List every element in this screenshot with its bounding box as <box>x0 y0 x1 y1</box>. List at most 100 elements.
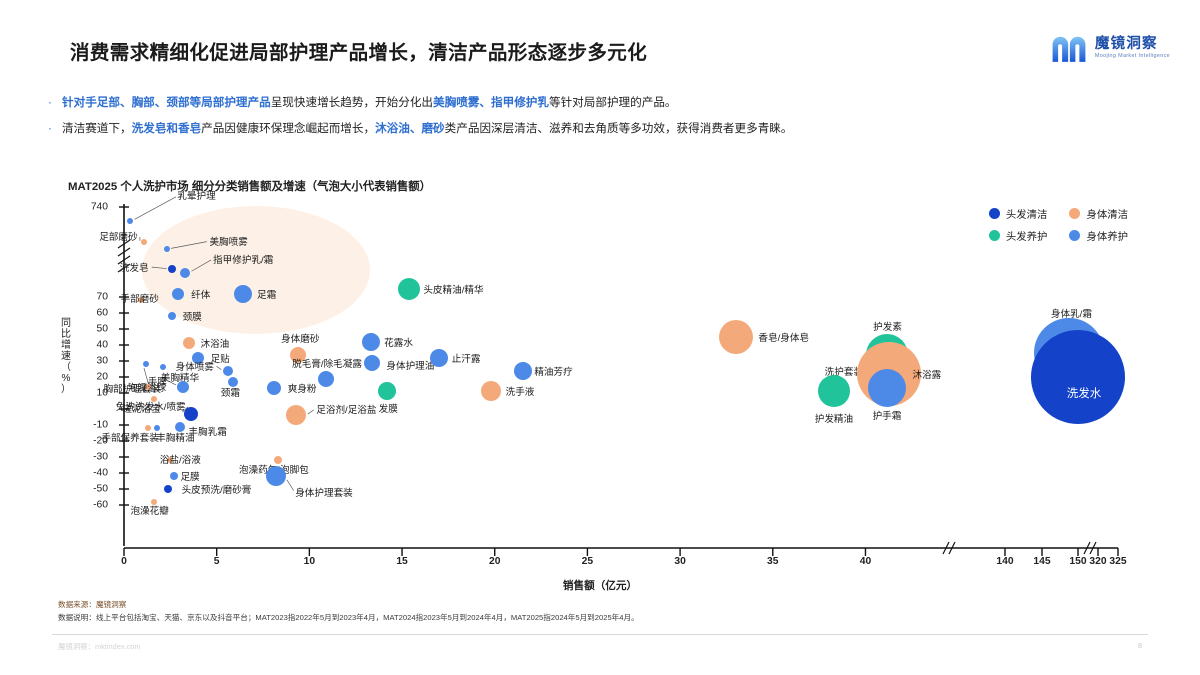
bubble-label: 足膜 <box>180 472 200 484</box>
x-axis-tick: 325 <box>1109 556 1127 567</box>
bubble-label: 手部保养套装 <box>101 433 159 445</box>
bubble-point[interactable] <box>164 485 173 493</box>
bubble-label: 足贴 <box>210 353 230 365</box>
bubble-point[interactable] <box>378 382 397 401</box>
bubble-point[interactable] <box>817 375 850 408</box>
bubble-point[interactable] <box>163 245 170 252</box>
y-axis-label: 同比增速（%） <box>61 318 71 395</box>
bubble-point[interactable] <box>168 312 177 321</box>
bubble-point[interactable] <box>318 370 335 387</box>
bubble-point[interactable] <box>180 267 191 278</box>
bubble-point[interactable] <box>286 405 307 426</box>
bubble-point[interactable] <box>141 238 148 245</box>
bubble-label: 洗发水 <box>1066 388 1102 400</box>
y-axis-tick: 740 <box>90 201 108 213</box>
bubble-label: 搓泥浴宝 <box>122 404 161 416</box>
bubble-label: 浴盐/浴液 <box>159 455 201 467</box>
x-axis-tick: 145 <box>1033 556 1051 567</box>
bubble-label: 香皂/身体皂 <box>758 333 810 344</box>
bubble-label: 纤体 <box>191 289 211 301</box>
bubble-point[interactable] <box>222 365 233 376</box>
footnote-source: 数据来源：魔镜洞察 <box>58 600 127 609</box>
bubble-point[interactable] <box>159 364 166 371</box>
x-axis-tick: 0 <box>121 556 127 567</box>
bubble-point[interactable] <box>143 361 150 368</box>
bubble-point[interactable] <box>513 361 532 380</box>
bubble-point[interactable] <box>290 346 307 363</box>
bubble-label: 洗护套装 <box>824 366 864 378</box>
legend-item-3[interactable]: 身体养护 <box>1069 228 1128 243</box>
bubble-point[interactable] <box>273 456 282 465</box>
bubble-label: 泡澡花瓣 <box>130 505 169 517</box>
bubble-label: 身体护理油 <box>386 360 435 372</box>
bubble-point[interactable] <box>267 381 282 396</box>
bubble-label: 爽身粉 <box>287 384 317 396</box>
legend-label: 身体清洁 <box>1086 210 1128 221</box>
bubble-point[interactable] <box>174 421 185 432</box>
chart-legend: 头发清洁 身体清洁头发养护 身体养护 <box>988 206 1128 243</box>
bubble-point[interactable] <box>192 351 205 364</box>
legend-label: 身体养护 <box>1086 232 1128 243</box>
bullet-text: 针对手足部、胸部、颈部等局部护理产品呈现快速增长趋势，开始分化出美胸喷雾、指甲修… <box>62 96 677 109</box>
bubble-label: 护发素 <box>873 321 902 333</box>
bubble-point[interactable] <box>182 337 195 350</box>
bubble-point[interactable] <box>145 383 152 390</box>
bubble-point[interactable] <box>233 284 252 303</box>
bubble-point[interactable] <box>127 218 134 224</box>
logo-title-cn: 魔镜洞察 <box>1094 35 1158 52</box>
x-axis-tick: 30 <box>674 556 686 567</box>
y-axis-tick: -40 <box>93 467 108 479</box>
y-axis-tick: 60 <box>96 307 108 319</box>
bubble-point[interactable] <box>137 297 144 304</box>
legend-item-1[interactable]: 身体清洁 <box>1069 206 1128 221</box>
bubble-label: 发膜 <box>378 404 398 416</box>
x-axis-tick: 35 <box>767 556 779 567</box>
page-title: 消费需求精细化促进局部护理产品增长，清洁产品形态逐步多元化 <box>70 42 648 64</box>
bubble-point[interactable] <box>718 320 753 354</box>
bubble-point[interactable] <box>177 380 190 393</box>
y-axis-tick: 40 <box>96 339 108 351</box>
bullet-text: 清洁赛道下，洗发皂和香皂产品因健康环保理念崛起而增长，沐浴油、磨砂类产品因深层清… <box>62 122 793 135</box>
bubble-point[interactable] <box>430 348 449 367</box>
legend-item-0[interactable]: 头发清洁 <box>988 206 1047 221</box>
chart-title: MAT2025 个人洗护市场 细分分类销售额及增速（气泡大小代表销售额） <box>68 181 432 193</box>
bubble-label: 身体乳/霜 <box>1050 309 1092 320</box>
y-axis-tick: 20 <box>96 371 108 383</box>
bubble-point[interactable] <box>481 381 502 402</box>
bubble-label: 美胸精华 <box>160 373 200 385</box>
bubble-label: 护手霜 <box>872 411 902 423</box>
bubble-label: 免洗洗发水/喷雾 <box>115 401 186 413</box>
logo-title-en: Moojing Market Intelligence <box>1094 53 1170 60</box>
x-axis-tick: 15 <box>396 556 408 567</box>
highlight-ellipse <box>142 206 370 334</box>
bubble-point[interactable] <box>1031 330 1125 424</box>
bubble-point[interactable] <box>266 466 286 487</box>
bubble-point[interactable] <box>171 287 184 300</box>
bubble-point[interactable] <box>145 425 152 432</box>
bubble-point[interactable] <box>183 406 198 421</box>
legend-item-2[interactable]: 头发养护 <box>988 228 1047 243</box>
y-axis-tick: -60 <box>93 499 108 511</box>
bubble-point[interactable] <box>154 425 161 432</box>
bubble-point[interactable] <box>361 332 380 351</box>
bubble-point[interactable] <box>168 264 177 273</box>
bubble-point[interactable] <box>150 396 157 403</box>
bubble-point[interactable] <box>167 457 174 464</box>
x-axis-tick: 320 <box>1089 556 1107 567</box>
bubble-point[interactable] <box>150 498 157 505</box>
bubble-point[interactable] <box>170 472 179 481</box>
bubble-label: 泡澡浴球 <box>127 382 167 394</box>
bubble-label: 身体喷雾 <box>175 361 214 373</box>
bullet-marker: · <box>48 95 52 109</box>
bubble-point[interactable] <box>398 278 421 300</box>
bubble-point[interactable] <box>867 369 906 408</box>
bubble-label: 指甲修护乳/霜 <box>213 254 274 266</box>
bubble-point[interactable] <box>228 376 239 387</box>
bullet-item: · 针对手足部、胸部、颈部等局部护理产品呈现快速增长趋势，开始分化出美胸喷雾、指甲… <box>48 94 1158 111</box>
bubble-label: 止汗露 <box>451 353 481 365</box>
bullet-list: · 针对手足部、胸部、颈部等局部护理产品呈现快速增长趋势，开始分化出美胸喷雾、指甲… <box>48 94 1158 146</box>
bubble-point[interactable] <box>364 354 381 371</box>
brand-logo: 魔镜洞察 Moojing Market Intelligence <box>1050 32 1170 64</box>
